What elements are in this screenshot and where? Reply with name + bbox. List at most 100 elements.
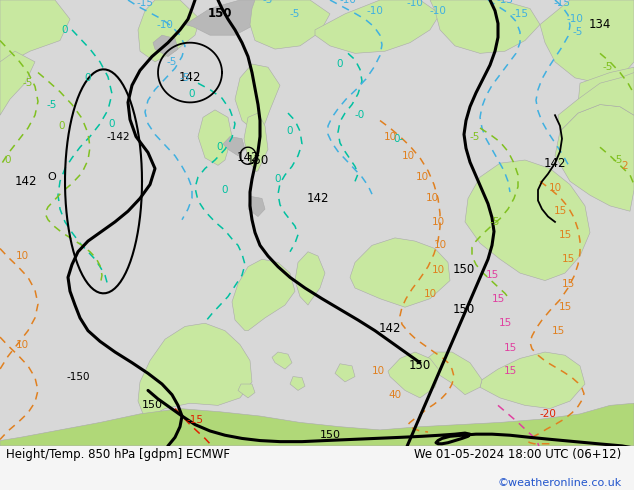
Text: 15: 15 — [559, 230, 572, 240]
Text: -10: -10 — [430, 6, 446, 16]
Text: -10: -10 — [366, 6, 384, 16]
Text: 10: 10 — [424, 290, 437, 299]
Text: -15: -15 — [496, 0, 514, 5]
Text: 0: 0 — [61, 25, 68, 35]
Text: 40: 40 — [389, 390, 401, 400]
Text: -15: -15 — [136, 0, 153, 8]
Polygon shape — [315, 0, 440, 53]
Text: 150: 150 — [453, 303, 475, 316]
Text: 0: 0 — [109, 119, 115, 129]
Text: 10: 10 — [15, 251, 29, 261]
Text: -5: -5 — [603, 62, 613, 72]
Text: -15: -15 — [553, 0, 571, 8]
Polygon shape — [290, 376, 305, 391]
Text: 2: 2 — [622, 161, 628, 172]
Text: 0: 0 — [222, 185, 228, 195]
Text: Height/Temp. 850 hPa [gdpm] ECMWF: Height/Temp. 850 hPa [gdpm] ECMWF — [6, 448, 230, 461]
Text: -10: -10 — [340, 0, 356, 5]
Text: 15: 15 — [503, 343, 517, 353]
Text: -5: -5 — [263, 0, 273, 5]
Text: 142: 142 — [307, 192, 329, 205]
Text: 0-: 0- — [393, 134, 403, 144]
Text: 10: 10 — [432, 265, 444, 275]
Polygon shape — [198, 110, 232, 165]
Text: 0: 0 — [189, 89, 195, 99]
Text: 10: 10 — [15, 340, 29, 349]
Text: 10: 10 — [415, 172, 429, 182]
Text: ©weatheronline.co.uk: ©weatheronline.co.uk — [497, 478, 621, 488]
Text: 10: 10 — [548, 183, 562, 193]
Text: 142: 142 — [544, 157, 566, 170]
Polygon shape — [238, 384, 255, 398]
Text: -5: -5 — [23, 78, 33, 88]
Text: 10: 10 — [432, 217, 444, 227]
Polygon shape — [465, 160, 590, 281]
Text: 0: 0 — [4, 155, 11, 165]
Text: -5: -5 — [47, 99, 57, 110]
Text: -20: -20 — [540, 409, 557, 419]
Text: 15: 15 — [561, 279, 574, 289]
Text: 15: 15 — [553, 206, 567, 216]
Text: -5: -5 — [613, 155, 623, 165]
Polygon shape — [540, 0, 634, 83]
Text: 15: 15 — [503, 366, 517, 376]
Text: 10: 10 — [372, 366, 385, 376]
Text: 150: 150 — [320, 430, 340, 440]
Polygon shape — [555, 104, 634, 211]
Polygon shape — [350, 238, 450, 307]
Text: 142: 142 — [236, 151, 259, 164]
Polygon shape — [138, 0, 200, 62]
Text: 15: 15 — [559, 302, 572, 312]
Text: 142: 142 — [15, 175, 37, 188]
Text: O: O — [48, 172, 56, 182]
Text: -142: -142 — [106, 131, 130, 142]
Text: We 01-05-2024 18:00 UTC (06+12): We 01-05-2024 18:00 UTC (06+12) — [414, 448, 621, 461]
Text: 10: 10 — [384, 131, 396, 142]
Polygon shape — [578, 67, 634, 131]
Text: -5: -5 — [290, 9, 300, 19]
FancyBboxPatch shape — [0, 0, 634, 446]
Polygon shape — [0, 0, 70, 73]
Text: 142: 142 — [179, 72, 201, 84]
Text: -15: -15 — [512, 9, 529, 19]
Text: 150: 150 — [208, 7, 232, 21]
Text: -150: -150 — [66, 371, 90, 382]
Text: -5: -5 — [470, 131, 480, 142]
Text: -5: -5 — [573, 27, 583, 37]
Polygon shape — [185, 0, 270, 35]
Polygon shape — [244, 113, 268, 172]
Text: 134: 134 — [589, 18, 611, 31]
Polygon shape — [248, 196, 265, 217]
Polygon shape — [558, 73, 634, 131]
Text: 0: 0 — [337, 59, 343, 69]
Text: 15: 15 — [491, 294, 505, 304]
Text: 0: 0 — [85, 73, 91, 83]
Text: 0: 0 — [59, 121, 65, 131]
Text: 10: 10 — [425, 194, 439, 203]
Polygon shape — [430, 0, 540, 53]
Text: 15: 15 — [498, 318, 512, 328]
Text: -5: -5 — [490, 217, 500, 227]
Text: 0: 0 — [287, 126, 294, 136]
Polygon shape — [153, 35, 178, 56]
Text: 10: 10 — [434, 241, 446, 250]
Polygon shape — [480, 352, 585, 409]
Polygon shape — [235, 64, 280, 137]
Text: 15: 15 — [486, 270, 498, 280]
Polygon shape — [223, 137, 245, 156]
Polygon shape — [422, 352, 482, 395]
Polygon shape — [388, 352, 440, 398]
Text: 150: 150 — [141, 400, 162, 410]
Text: 0: 0 — [217, 142, 223, 152]
Polygon shape — [0, 403, 634, 446]
Text: 150: 150 — [247, 153, 269, 167]
Polygon shape — [232, 259, 295, 331]
Text: 150: 150 — [453, 264, 475, 276]
Text: 150: 150 — [409, 359, 431, 372]
Text: 142: 142 — [378, 322, 401, 335]
Polygon shape — [250, 0, 330, 49]
Text: -10: -10 — [157, 20, 174, 29]
Polygon shape — [335, 364, 355, 382]
Polygon shape — [272, 352, 292, 369]
Text: -10: -10 — [406, 0, 424, 8]
